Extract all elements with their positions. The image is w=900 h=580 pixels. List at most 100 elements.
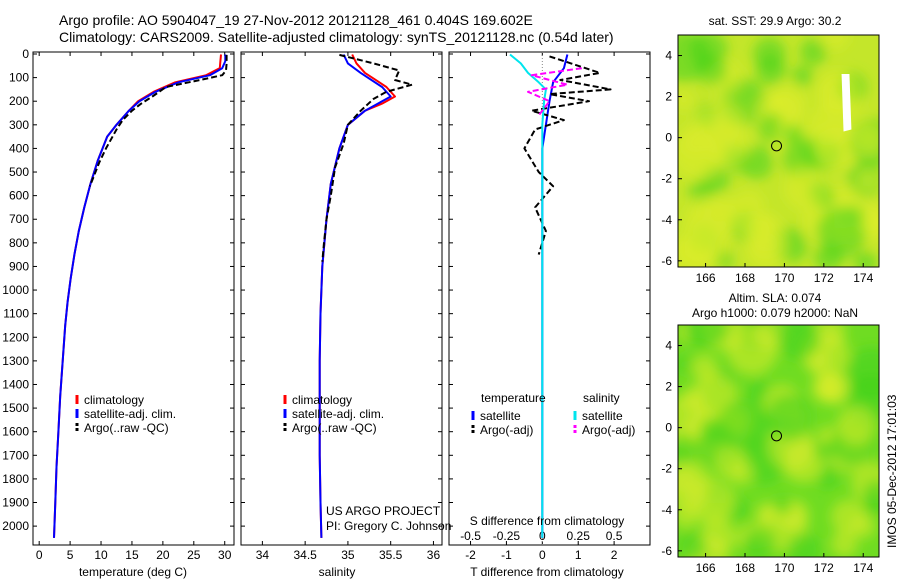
temperature-axis-label: temperature (deg C) bbox=[79, 565, 187, 579]
series-climatology bbox=[318, 54, 396, 538]
x-tick-label: 10 bbox=[94, 548, 108, 562]
series-satellite bbox=[541, 54, 569, 538]
map-x-tick-label: 168 bbox=[735, 561, 755, 575]
legend-label: satellite bbox=[582, 409, 623, 423]
x-tick-label: 5 bbox=[67, 548, 74, 562]
legend-label: Argo(-adj) bbox=[480, 423, 533, 437]
plot-frame bbox=[448, 51, 651, 546]
credit-line1: US ARGO PROJECT bbox=[326, 504, 441, 518]
y-tick-label: 1500 bbox=[2, 401, 29, 415]
y-tick-label: 200 bbox=[9, 94, 29, 108]
y-tick-label: 700 bbox=[9, 212, 29, 226]
legend-label: satellite bbox=[480, 409, 521, 423]
side-stamp: IMOS 05-Dec-2012 17:01:03 bbox=[885, 394, 899, 548]
s-difference-axis-label: S difference from climatology bbox=[470, 514, 625, 528]
legend-label: satellite-adj. clim. bbox=[292, 407, 384, 421]
x-tick-label: 34 bbox=[256, 548, 270, 562]
y-tick-label: 1300 bbox=[2, 354, 29, 368]
map-x-tick-label: 172 bbox=[814, 271, 834, 285]
map-y-tick-label: 4 bbox=[665, 339, 672, 353]
x-tick-label: 0 bbox=[36, 548, 43, 562]
float-position-marker bbox=[771, 430, 783, 442]
salinity-panel: 34 34.5 35 35.5 36 climatologysatellite-adj. … bbox=[240, 51, 443, 562]
sla-map-title: Altim. SLA: 0.074 bbox=[729, 291, 822, 305]
y-tick-label: 2000 bbox=[2, 519, 29, 533]
y-tick-label: 1800 bbox=[2, 472, 29, 486]
sla-map: 166 168 170 172 174 -6 -4 -2 0 2 4 bbox=[661, 324, 880, 575]
y-tick-label: 900 bbox=[9, 259, 29, 273]
map-x-tick-label: 172 bbox=[814, 561, 834, 575]
x-tick-label-s: -0.25 bbox=[493, 529, 521, 543]
map-x-tick-label: 166 bbox=[696, 561, 716, 575]
map-frame bbox=[677, 324, 880, 558]
series-satellite bbox=[509, 53, 547, 538]
y-tick-label: 100 bbox=[9, 71, 29, 85]
plot-frame bbox=[240, 51, 443, 546]
map-y-tick-label: -4 bbox=[661, 213, 672, 227]
map-y-tick-label: 4 bbox=[665, 49, 672, 63]
map-y-tick-label: -6 bbox=[661, 254, 672, 268]
sst-map-title: sat. SST: 29.9 Argo: 30.2 bbox=[709, 14, 842, 28]
series-argo-adj- bbox=[523, 55, 612, 255]
y-tick-label: 300 bbox=[9, 118, 29, 132]
difference-panel: -2-1012-0.5-0.2500.250.5temperaturesalin… bbox=[448, 51, 651, 562]
plot-frame bbox=[32, 51, 235, 546]
y-tick-label: 500 bbox=[9, 165, 29, 179]
map-y-tick-label: -2 bbox=[661, 172, 672, 186]
x-tick-label-s: 0.5 bbox=[606, 529, 623, 543]
map-frame bbox=[677, 34, 880, 268]
x-tick-label: 20 bbox=[156, 548, 170, 562]
x-tick-label: 1 bbox=[575, 548, 582, 562]
x-tick-label: 36 bbox=[427, 548, 441, 562]
series-argo-raw-qc- bbox=[88, 54, 228, 187]
map-x-tick-label: 170 bbox=[774, 271, 794, 285]
y-tick-label: 1200 bbox=[2, 330, 29, 344]
y-tick-label: 1100 bbox=[3, 307, 29, 321]
x-tick-label: 30 bbox=[218, 548, 232, 562]
missing-data-patch bbox=[841, 74, 852, 132]
map-y-tick-label: -4 bbox=[661, 503, 672, 517]
x-tick-label: -1 bbox=[501, 548, 512, 562]
map-y-tick-label: 2 bbox=[665, 380, 672, 394]
map-y-tick-label: -2 bbox=[661, 462, 672, 476]
map-x-tick-label: 170 bbox=[774, 561, 794, 575]
y-tick-label: 0 bbox=[22, 47, 29, 61]
legend-label: Argo(..raw -QC) bbox=[84, 421, 169, 435]
x-tick-label-s: -0.5 bbox=[460, 529, 481, 543]
series-satellite-adj-clim- bbox=[318, 54, 392, 538]
temperature-panel: 0100200300400500600700800900100011001200… bbox=[2, 47, 235, 562]
map-y-tick-label: -6 bbox=[661, 544, 672, 558]
y-tick-label: 1400 bbox=[2, 377, 29, 391]
series-argo-raw-qc- bbox=[321, 53, 414, 262]
figure-title-line1: Argo profile: AO 5904047_19 27-Nov-2012 … bbox=[59, 12, 533, 28]
legend-label: climatology bbox=[292, 393, 352, 407]
legend-header-temperature: temperature bbox=[481, 391, 546, 405]
x-tick-label: 35.5 bbox=[379, 548, 403, 562]
legend-label: Argo(..raw -QC) bbox=[292, 421, 377, 435]
x-tick-label: 15 bbox=[125, 548, 139, 562]
x-tick-label: 0 bbox=[539, 548, 546, 562]
y-tick-label: 800 bbox=[9, 236, 29, 250]
legend-label: satellite-adj. clim. bbox=[84, 407, 176, 421]
sla-map-subtitle: Argo h1000: 0.079 h2000: NaN bbox=[692, 306, 858, 320]
map-x-tick-label: 168 bbox=[735, 271, 755, 285]
salinity-axis-label: salinity bbox=[319, 565, 356, 579]
y-tick-label: 1700 bbox=[2, 448, 29, 462]
y-tick-label: 400 bbox=[9, 141, 29, 155]
x-tick-label: 35 bbox=[341, 548, 355, 562]
map-x-tick-label: 174 bbox=[853, 271, 873, 285]
series-satellite-adj-clim- bbox=[53, 54, 227, 538]
float-position-marker bbox=[771, 140, 783, 152]
x-tick-label: 34.5 bbox=[293, 548, 317, 562]
map-y-tick-label: 2 bbox=[665, 90, 672, 104]
series-climatology bbox=[53, 54, 222, 538]
t-difference-axis-label: T difference from climatology bbox=[470, 565, 624, 579]
credit-line2: PI: Gregory C. Johnson bbox=[326, 519, 451, 533]
map-y-tick-label: 0 bbox=[665, 131, 672, 145]
series-argo-adj- bbox=[527, 67, 582, 117]
x-tick-label: 25 bbox=[187, 548, 201, 562]
y-tick-label: 1000 bbox=[2, 283, 29, 297]
y-tick-label: 1600 bbox=[2, 425, 29, 439]
legend-label: Argo(-adj) bbox=[582, 423, 635, 437]
